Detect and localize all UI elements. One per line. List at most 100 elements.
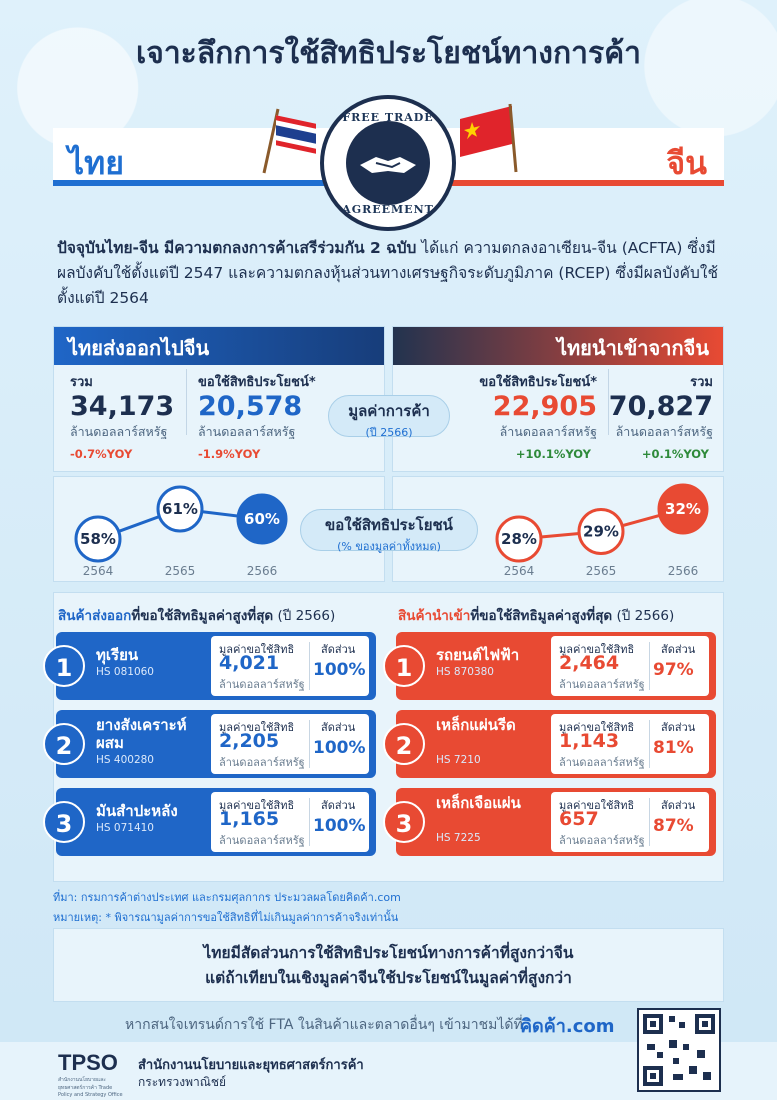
data-point	[577, 508, 625, 555]
qr-code-icon[interactable]	[637, 1008, 721, 1092]
claim-value: 2,464	[559, 652, 620, 674]
rank-badge: 3	[383, 801, 425, 843]
hs-code: HS 081060	[96, 666, 154, 678]
value-unit: ล้านดอลลาร์สหรัฐ	[219, 834, 305, 847]
share-label: สัดส่วน	[321, 643, 356, 656]
seal-top-text: FREE TRADE	[342, 111, 434, 124]
data-label: 61%	[162, 500, 198, 518]
x-tick-label: 2566	[247, 564, 278, 578]
divider	[309, 642, 310, 690]
china-label: จีน	[666, 144, 707, 182]
x-tick-label: 2565	[586, 564, 617, 578]
source-note: ที่มา: กรมการค้าต่างประเทศ และกรมศุลกากร…	[53, 891, 401, 904]
hs-code: HS 071410	[96, 822, 154, 834]
china-flag-icon	[460, 103, 518, 173]
value-box: มูลค่าขอใช้สิทธิ 2,205 ล้านดอลลาร์สหรัฐ สัด…	[211, 714, 369, 774]
x-tick-label: 2565	[165, 564, 196, 578]
value-label: มูลค่าขอใช้สิทธิ	[559, 721, 635, 734]
x-tick-label: 2564	[504, 564, 535, 578]
product-name: เหล็กแผ่นรีด	[436, 716, 516, 734]
product-row: 2 เหล็กแผ่นรีด HS 7210 มูลค่าขอใช้สิทธิ 1,14…	[383, 710, 716, 778]
export-products-title: สินค้าส่งออกที่ขอใช้สิทธิมูลค่าสูงที่สุด…	[58, 608, 336, 624]
product-name: ยางสังเคราะห์ผสม	[96, 716, 187, 752]
product-row: 1 รถยนต์ไฟฟ้า HS 870380 มูลค่าขอใช้สิทธิ 2,4…	[383, 632, 716, 700]
conclusion-box: ไทยมีสัดส่วนการใช้สิทธิประโยชน์ทางการค้า…	[53, 928, 724, 1002]
value-unit: ล้านดอลลาร์สหรัฐ	[559, 756, 645, 769]
claim-value: 1,165	[219, 808, 280, 830]
org-name: สำนักงานนโยบายและยุทธศาสตร์การค้า	[138, 1058, 364, 1073]
footnote: หมายเหตุ: * พิจารณามูลค่าการขอใช้สิทธิที…	[53, 911, 399, 924]
share-value: 87%	[653, 816, 694, 836]
export-total-yoy: -0.7%YOY	[70, 447, 133, 461]
product-row: 2 ยางสังเคราะห์ผสม HS 400280 มูลค่าขอใช้สิท…	[43, 710, 376, 778]
ministry-name: กระทรวงพาณิชย์	[138, 1075, 227, 1089]
share-label: สัดส่วน	[661, 799, 696, 812]
pct-pill: ขอใช้สิทธิประโยชน์ (% ของมูลค่าทั้งหมด)	[300, 509, 478, 553]
value-label: มูลค่าขอใช้สิทธิ	[559, 643, 635, 656]
claim-value: 657	[559, 808, 599, 830]
value-unit: ล้านดอลลาร์สหรัฐ	[219, 756, 305, 769]
value-unit: ล้านดอลลาร์สหรัฐ	[219, 678, 305, 691]
value-label: มูลค่าขอใช้สิทธิ	[219, 721, 295, 734]
product-name: ทุเรียน	[96, 646, 139, 664]
rank-badge: 1	[383, 645, 425, 687]
intro-bold: ปัจจุบันไทย-จีน มีความตกลงการค้าเสรีร่วม…	[57, 239, 417, 257]
import-pct-panel: 28% 2564 29% 2565 32% 2566	[392, 476, 724, 582]
trade-value-pill: มูลค่าการค้า (ปี 2566)	[328, 395, 450, 439]
claim-value: 2,205	[219, 730, 280, 752]
export-header: ไทยส่งออกไปจีน	[54, 327, 384, 365]
export-total: รวม 34,173 ล้านดอลลาร์สหรัฐ	[70, 375, 175, 439]
share-label: สัดส่วน	[321, 721, 356, 734]
divider	[608, 369, 609, 435]
data-label: 58%	[80, 530, 116, 548]
share-value: 81%	[653, 738, 694, 758]
export-claim-yoy: -1.9%YOY	[198, 447, 261, 461]
share-value: 100%	[313, 816, 366, 836]
x-tick-label: 2566	[668, 564, 699, 578]
product-row: 1 ทุเรียน HS 081060 มูลค่าขอใช้สิทธิ 4,021 ล้…	[43, 632, 376, 700]
hs-code: HS 7225	[436, 832, 481, 844]
value-box: มูลค่าขอใช้สิทธิ 2,464 ล้านดอลลาร์สหรัฐ สัด…	[551, 636, 709, 696]
kidkha-link[interactable]: คิดค้า.com	[520, 1016, 615, 1037]
export-claim: ขอใช้สิทธิประโยชน์* 20,578 ล้านดอลลาร์สห…	[198, 375, 316, 439]
value-box: มูลค่าขอใช้สิทธิ 657 ล้านดอลลาร์สหรัฐ สัดส่…	[551, 792, 709, 852]
data-label: 29%	[583, 523, 619, 541]
intro-rest: ได้แก่ ความตกลงอาเซียน-จีน (ACFTA) ซึ่งม…	[57, 239, 718, 307]
value-label: มูลค่าขอใช้สิทธิ	[219, 799, 295, 812]
value-unit: ล้านดอลลาร์สหรัฐ	[559, 678, 645, 691]
rank-badge: 2	[383, 723, 425, 765]
tpso-logo: TPSO	[58, 1050, 118, 1075]
share-label: สัดส่วน	[661, 643, 696, 656]
share-value: 100%	[313, 738, 366, 758]
divider	[649, 642, 650, 690]
rank-badge: 2	[43, 723, 85, 765]
product-row: 3 มันสำปะหลัง HS 071410 มูลค่าขอใช้สิทธิ 1,1…	[43, 788, 376, 856]
x-tick-label: 2564	[83, 564, 114, 578]
value-box: มูลค่าขอใช้สิทธิ 4,021 ล้านดอลลาร์สหรัฐ สัด…	[211, 636, 369, 696]
data-point	[156, 485, 204, 533]
product-name: เหล็กเจือแผ่น	[436, 794, 521, 812]
import-claim: ขอใช้สิทธิประโยชน์* 22,905 ล้านดอลลาร์สห…	[479, 375, 597, 439]
fta-seal: FREE TRADE AGREEMENT	[320, 95, 456, 231]
share-label: สัดส่วน	[321, 799, 356, 812]
divider	[309, 720, 310, 768]
page-title: เจาะลึกการใช้สิทธิประโยชน์ทางการค้า	[135, 36, 641, 71]
divider	[186, 369, 187, 435]
import-header: ไทยนำเข้าจากจีน	[393, 327, 723, 365]
data-point	[236, 493, 288, 545]
claim-value: 4,021	[219, 652, 280, 674]
divider	[309, 798, 310, 846]
share-value: 97%	[653, 660, 694, 680]
divider	[649, 798, 650, 846]
more-info-text: หากสนใจเทรนด์การใช้ FTA ในสินค้าและตลาดอ…	[125, 1017, 523, 1033]
data-point	[74, 515, 122, 563]
handshake-icon	[346, 121, 430, 205]
data-label: 32%	[665, 500, 701, 518]
import-pct-chart: 28% 2564 29% 2565 32% 2566	[495, 483, 709, 578]
import-total-yoy: +0.1%YOY	[641, 447, 709, 461]
export-pct-chart: 58% 2564 61% 2565 60% 2566	[74, 485, 288, 578]
value-unit: ล้านดอลลาร์สหรัฐ	[559, 834, 645, 847]
tpso-logo-sub: สำนักงานนโยบายและยุทธศาสตร์การค้า Trade …	[58, 1077, 123, 1098]
seal-bottom-text: AGREEMENT	[342, 203, 434, 216]
product-name: มันสำปะหลัง	[96, 802, 178, 820]
